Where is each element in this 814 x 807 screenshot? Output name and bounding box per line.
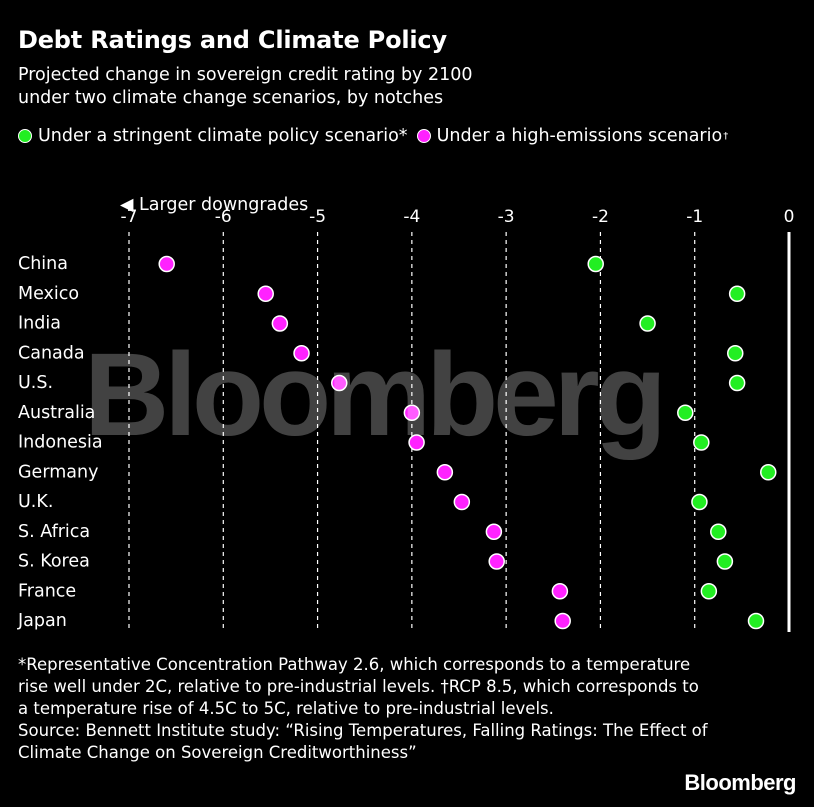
legend-item-stringent: Under a stringent climate policy scenari…	[18, 126, 408, 146]
x-tick-label: -7	[121, 207, 138, 227]
country-label: U.K.	[18, 492, 53, 512]
point-stringent	[728, 285, 746, 302]
point-high-emissions	[408, 434, 425, 451]
x-axis-label: ◀ Larger downgrades	[120, 195, 308, 215]
country-label: India	[18, 314, 61, 334]
source-line-2: Climate Change on Sovereign Creditworthi…	[18, 743, 417, 762]
footnote-line-3: a temperature rise of 4.5C to 5C, relati…	[18, 699, 554, 718]
point-high-emissions	[331, 374, 348, 392]
chart-subtitle: Projected change in sovereign credit rat…	[18, 64, 718, 110]
point-stringent	[727, 345, 744, 362]
country-label: Indonesia	[18, 433, 103, 453]
point-stringent	[639, 315, 656, 332]
footnote-line-1: *Representative Concentration Pathway 2.…	[18, 655, 691, 674]
country-label: Germany	[18, 462, 98, 482]
point-stringent	[693, 434, 710, 451]
point-high-emissions	[403, 404, 421, 421]
x-tick-label: -6	[215, 207, 232, 227]
country-label: Japan	[17, 611, 67, 631]
x-tick-label: -2	[592, 207, 609, 227]
point-stringent	[760, 464, 777, 481]
footnote: *Representative Concentration Pathway 2.…	[18, 654, 808, 764]
point-high-emissions	[257, 285, 274, 302]
chart-plot: ◀ Larger downgrades-7 -6 -5 -4 -3 -2 -1 0 China M…	[17, 195, 795, 632]
x-tick-label: -1	[686, 207, 703, 227]
legend-high-emissions-dot	[416, 129, 431, 143]
point-high-emissions	[271, 315, 289, 332]
point-stringent	[747, 612, 765, 630]
point-high-emissions	[293, 345, 310, 362]
country-label: China	[18, 254, 68, 274]
chart-title: Debt Ratings and Climate Policy	[18, 26, 447, 54]
country-label: S. Africa	[18, 522, 90, 542]
subtitle-line-1: Projected change in sovereign credit rat…	[18, 65, 473, 85]
legend: Under a stringent climate policy scenari…	[18, 126, 737, 146]
x-tick-label: 0	[784, 207, 795, 227]
x-tick-label: -3	[498, 207, 515, 227]
country-label: Mexico	[18, 284, 79, 304]
point-high-emissions	[158, 255, 175, 273]
country-label: Canada	[18, 343, 85, 363]
source-line-1: Source: Bennett Institute study: “Rising…	[18, 721, 708, 740]
bloomberg-logo: Bloomberg	[684, 770, 796, 795]
country-label: U.S.	[18, 373, 53, 393]
point-stringent	[691, 493, 708, 511]
point-high-emissions	[488, 553, 505, 570]
point-stringent	[710, 523, 727, 540]
country-label: France	[18, 581, 76, 601]
country-label: Australia	[18, 403, 95, 423]
legend-high-emissions-label: Under a high-emissions scenario	[436, 126, 723, 146]
point-high-emissions	[453, 493, 471, 511]
point-stringent	[700, 583, 718, 600]
point-high-emissions	[436, 464, 454, 481]
country-label: S. Korea	[18, 552, 90, 572]
point-stringent	[587, 255, 604, 273]
point-high-emissions	[485, 523, 503, 540]
legend-item-high-emissions: Under a high-emissions scenario †	[416, 126, 729, 146]
point-high-emissions	[554, 612, 571, 630]
point-high-emissions	[551, 583, 569, 600]
point-stringent	[728, 374, 746, 392]
point-stringent	[677, 404, 694, 421]
x-tick-label: -4	[403, 207, 420, 227]
footnote-line-2: rise well under 2C, relative to pre-indu…	[18, 677, 699, 696]
point-stringent	[716, 553, 734, 570]
legend-stringent-dot	[18, 129, 32, 143]
legend-dagger-mark: †	[723, 130, 729, 142]
x-tick-label: -5	[309, 207, 326, 227]
subtitle-line-2: under two climate change scenarios, by n…	[18, 88, 444, 108]
legend-stringent-label: Under a stringent climate policy scenari…	[38, 126, 408, 146]
